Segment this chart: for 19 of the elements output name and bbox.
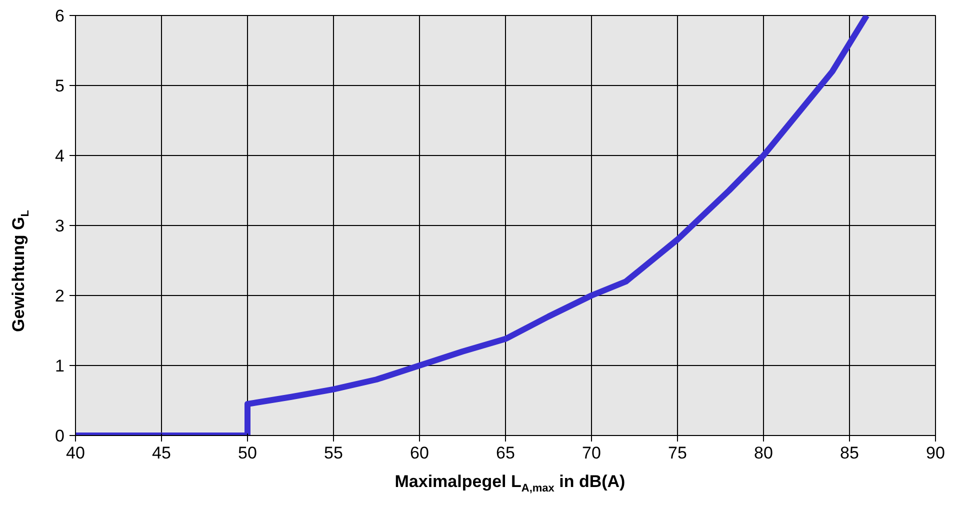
- x-tick-label: 60: [410, 444, 429, 462]
- x-tick-label: 85: [840, 444, 859, 462]
- x-tick-label: 40: [66, 444, 85, 462]
- y-tick-label: 2: [55, 286, 65, 306]
- x-tick-label: 70: [582, 444, 601, 462]
- y-tick-label: 4: [55, 146, 65, 166]
- x-tick-label: 90: [926, 444, 945, 462]
- y-tick-label: 6: [55, 6, 65, 26]
- x-tick-label: 80: [754, 444, 773, 462]
- x-tick-label: 55: [324, 444, 343, 462]
- y-tick-label: 0: [55, 426, 65, 446]
- x-tick-label: 65: [496, 444, 515, 462]
- x-axis-title: Maximalpegel L$_{A,max}$ in dB(A): [394, 471, 626, 496]
- y-tick-label: 5: [55, 76, 65, 96]
- x-tick-label: 75: [668, 444, 687, 462]
- y-tick-label: 3: [55, 216, 65, 236]
- x-tick-label: 45: [152, 444, 171, 462]
- x-tick-label: 50: [238, 444, 257, 462]
- y-tick-label: 1: [55, 356, 65, 376]
